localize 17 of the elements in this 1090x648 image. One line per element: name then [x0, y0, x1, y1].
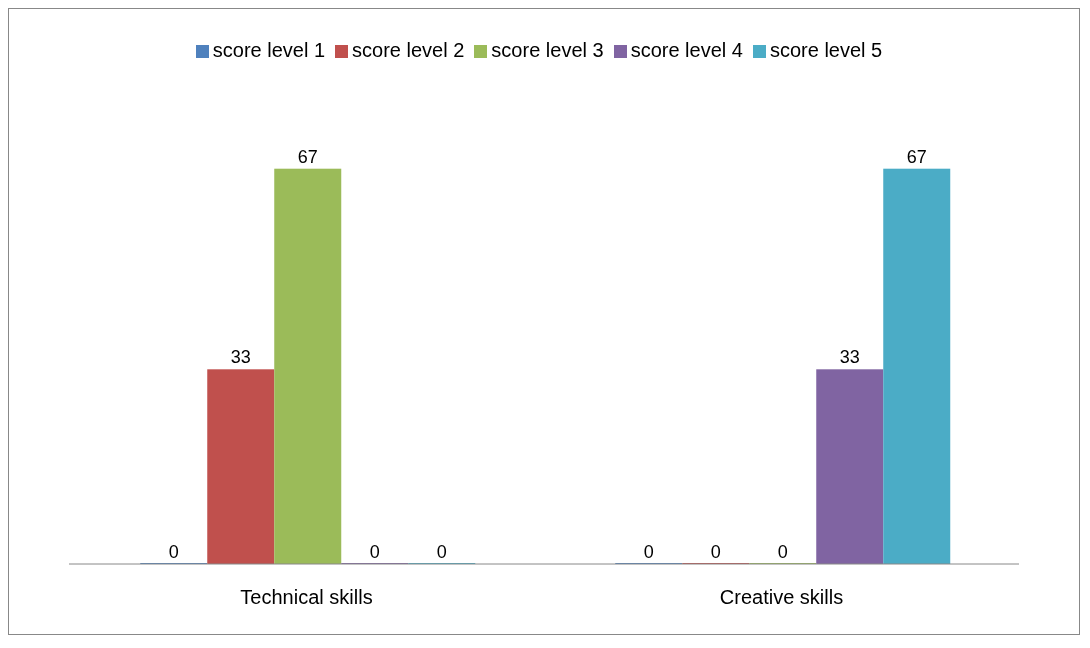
legend-label: score level 5 [769, 39, 883, 61]
data-label: 33 [230, 347, 251, 368]
x-tick-label: Creative skills [719, 586, 844, 609]
data-label: 0 [168, 542, 179, 562]
data-label: 0 [777, 542, 788, 562]
data-label: 0 [643, 542, 654, 562]
legend-label: score level 2 [352, 39, 465, 61]
legend-label: score level 3 [491, 39, 604, 61]
legend-label: score level 4 [630, 39, 743, 61]
data-label: 33 [839, 347, 860, 368]
x-tick-label: Technical skills [240, 586, 373, 609]
data-label: 0 [436, 542, 447, 562]
data-label: 0 [710, 542, 721, 562]
legend-label: score level 1 [212, 39, 326, 61]
data-label: 0 [369, 542, 380, 562]
data-label: 67 [906, 146, 927, 167]
data-label: 67 [297, 146, 318, 167]
